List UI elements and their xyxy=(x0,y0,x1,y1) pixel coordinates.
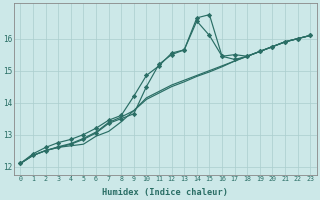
X-axis label: Humidex (Indice chaleur): Humidex (Indice chaleur) xyxy=(102,188,228,197)
